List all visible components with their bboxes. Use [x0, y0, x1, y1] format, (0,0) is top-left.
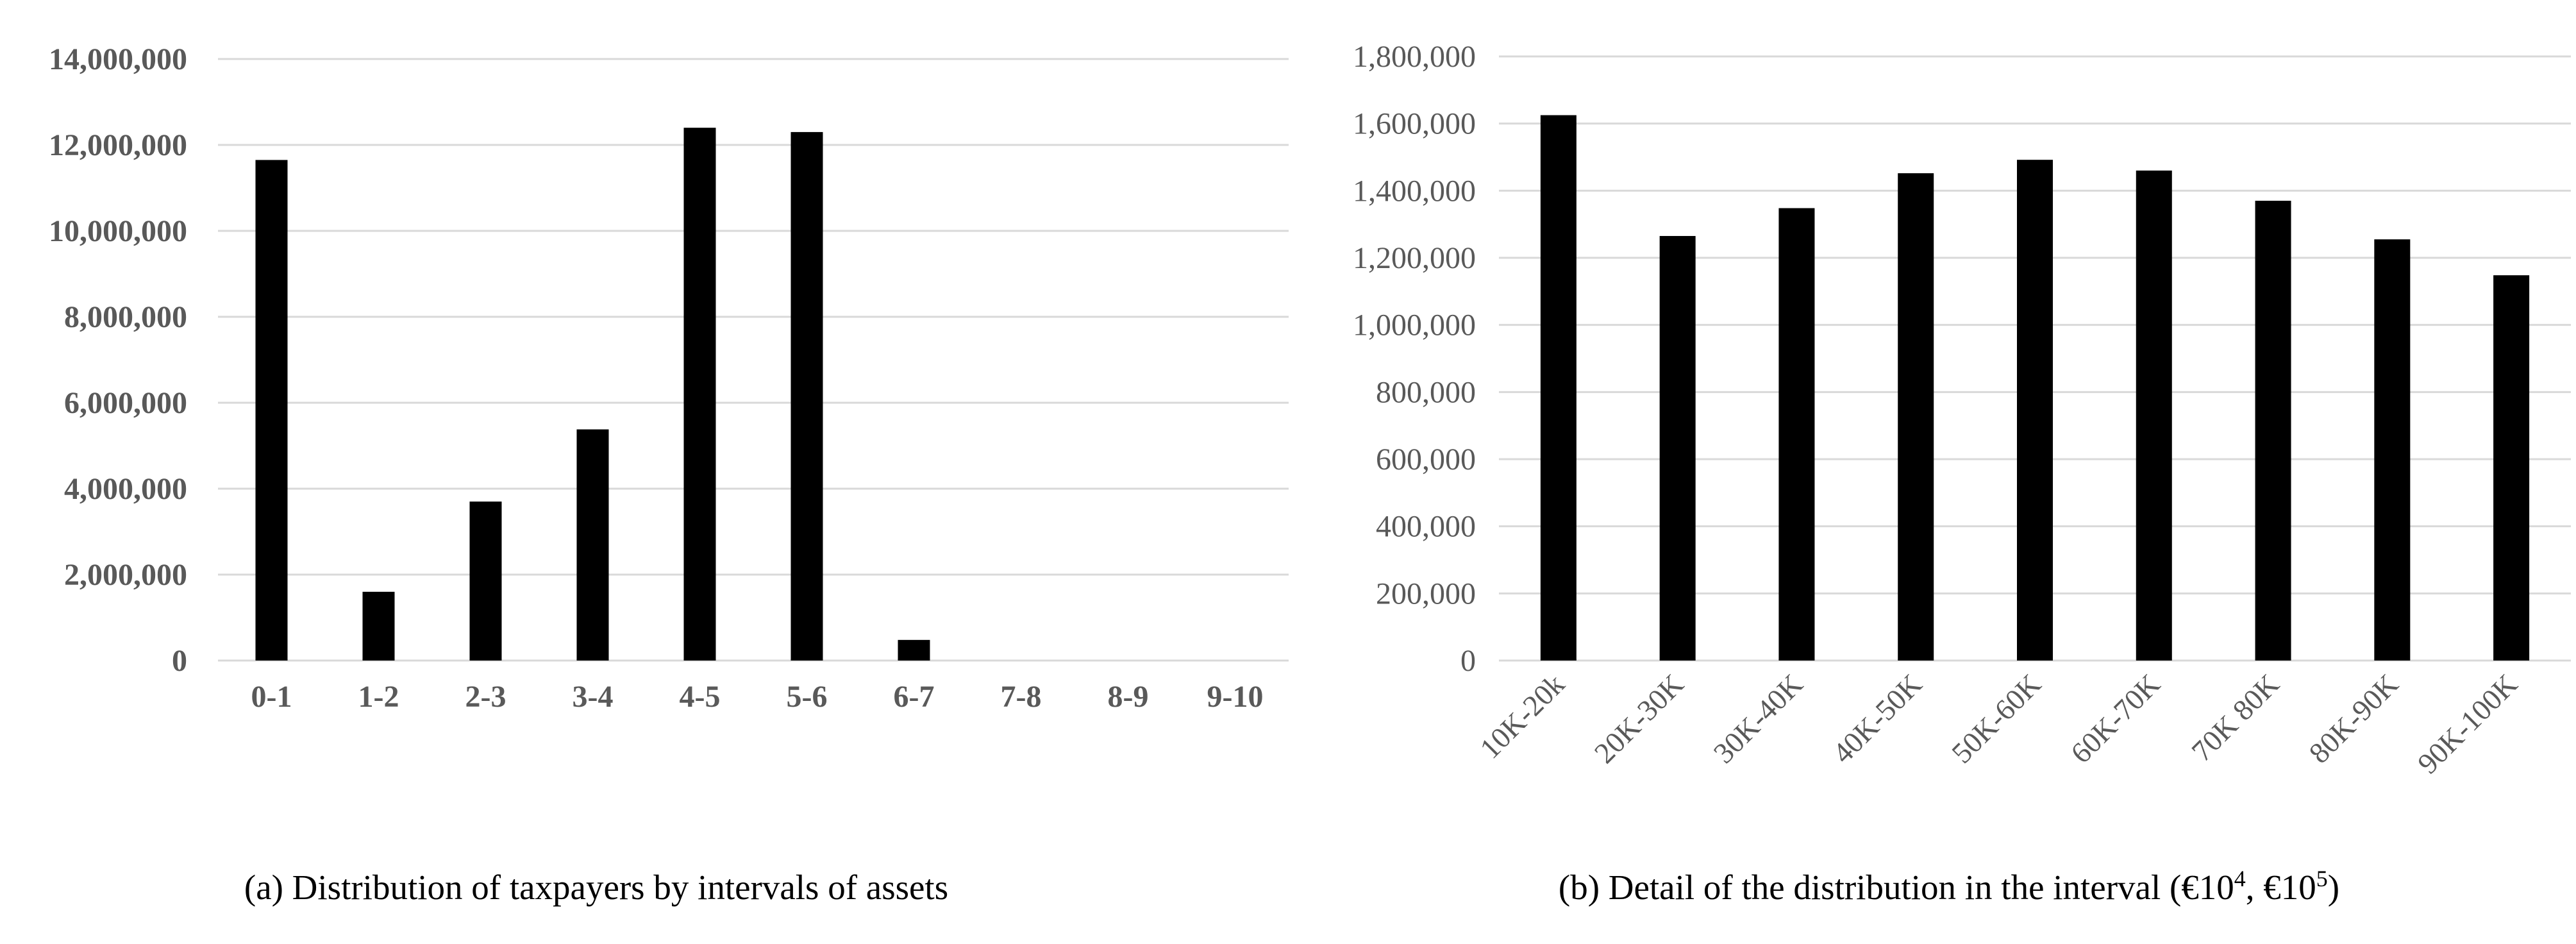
chart-b-plot: 0 200,000 400,000 600,000 800,000 1,000,000 1,…	[1353, 40, 2571, 780]
y-tick-label: 400,000	[1376, 510, 1476, 544]
y-tick-label: 10,000,000	[49, 214, 187, 248]
y-tick-label: 4,000,000	[64, 472, 187, 506]
bar-0-1	[255, 160, 288, 661]
y-tick-label: 1,200,000	[1353, 241, 1476, 275]
y-tick-label: 12,000,000	[49, 128, 187, 162]
bar-50K-60K	[2017, 160, 2053, 661]
x-tick-label: 8-9	[1108, 680, 1149, 714]
bar-20K-30K	[1659, 235, 1696, 661]
bar-6-7	[898, 639, 930, 661]
x-tick-label: 50K-60K	[1945, 668, 2047, 770]
chart-b-caption: (b) Detail of the distribution in the in…	[1559, 866, 2339, 907]
chart-b-caption-main: (b) Detail of the distribution in the in…	[1559, 868, 2234, 907]
chart-b-caption-sup2: 5	[2316, 866, 2328, 891]
y-tick-label: 0	[1460, 644, 1476, 678]
y-tick-label: 2,000,000	[64, 558, 187, 592]
bar-70K 80K	[2255, 201, 2291, 661]
x-tick-label: 70K 80K	[2185, 668, 2285, 768]
chart-a-plot: 0 2,000,000 4,000,000 6,000,000 8,000,000 10,…	[49, 42, 1289, 714]
x-tick-label: 60K-70K	[2064, 668, 2166, 770]
y-tick-label: 200,000	[1376, 577, 1476, 611]
bar-30K-40K	[1778, 208, 1815, 661]
chart-b-caption-end: )	[2328, 868, 2339, 907]
bar-80K-90K	[2374, 239, 2411, 661]
y-tick-label: 8,000,000	[64, 300, 187, 334]
x-tick-label: 6-7	[894, 680, 935, 714]
bar-4-5	[683, 128, 716, 661]
x-tick-label: 90K-100K	[2411, 668, 2523, 780]
x-tick-label: 5-6	[787, 680, 828, 714]
bar-40K-50K	[1898, 173, 1934, 661]
chart-b-caption-mid: , €10	[2246, 868, 2316, 907]
y-tick-label: 1,400,000	[1353, 174, 1476, 208]
x-tick-label: 40K-50K	[1826, 668, 1928, 770]
bar-10K-20k	[1540, 115, 1577, 661]
x-tick-label: 1-2	[358, 680, 399, 714]
x-tick-label: 30K-40K	[1707, 668, 1809, 770]
x-tick-label: 2-3	[465, 680, 506, 714]
x-tick-label: 9-10	[1207, 680, 1264, 714]
x-tick-label: 20K-30K	[1588, 668, 1690, 770]
x-tick-label: 7-8	[1001, 680, 1042, 714]
bar-5-6	[790, 131, 823, 661]
bar-60K-70K	[2136, 170, 2172, 661]
y-tick-label: 14,000,000	[49, 42, 187, 76]
y-tick-label: 6,000,000	[64, 386, 187, 420]
y-tick-label: 1,600,000	[1353, 107, 1476, 141]
y-tick-label: 600,000	[1376, 442, 1476, 476]
x-tick-label: 4-5	[680, 680, 721, 714]
bar-1-2	[362, 591, 395, 661]
x-tick-label: 10K-20k	[1473, 668, 1571, 765]
y-tick-label: 1,800,000	[1353, 40, 1476, 74]
bar-3-4	[576, 429, 609, 661]
chart-b-caption-sup1: 4	[2234, 866, 2246, 891]
y-tick-label: 1,000,000	[1353, 308, 1476, 342]
bar-2-3	[469, 501, 502, 661]
x-tick-label: 0-1	[251, 680, 292, 714]
y-tick-label: 800,000	[1376, 375, 1476, 409]
bar-90K-100K	[2493, 275, 2530, 661]
y-tick-label: 0	[172, 644, 187, 678]
chart-a-caption: (a) Distribution of taxpayers by interva…	[244, 868, 948, 907]
x-tick-label: 80K-90K	[2302, 668, 2404, 770]
x-tick-label: 3-4	[573, 680, 614, 714]
